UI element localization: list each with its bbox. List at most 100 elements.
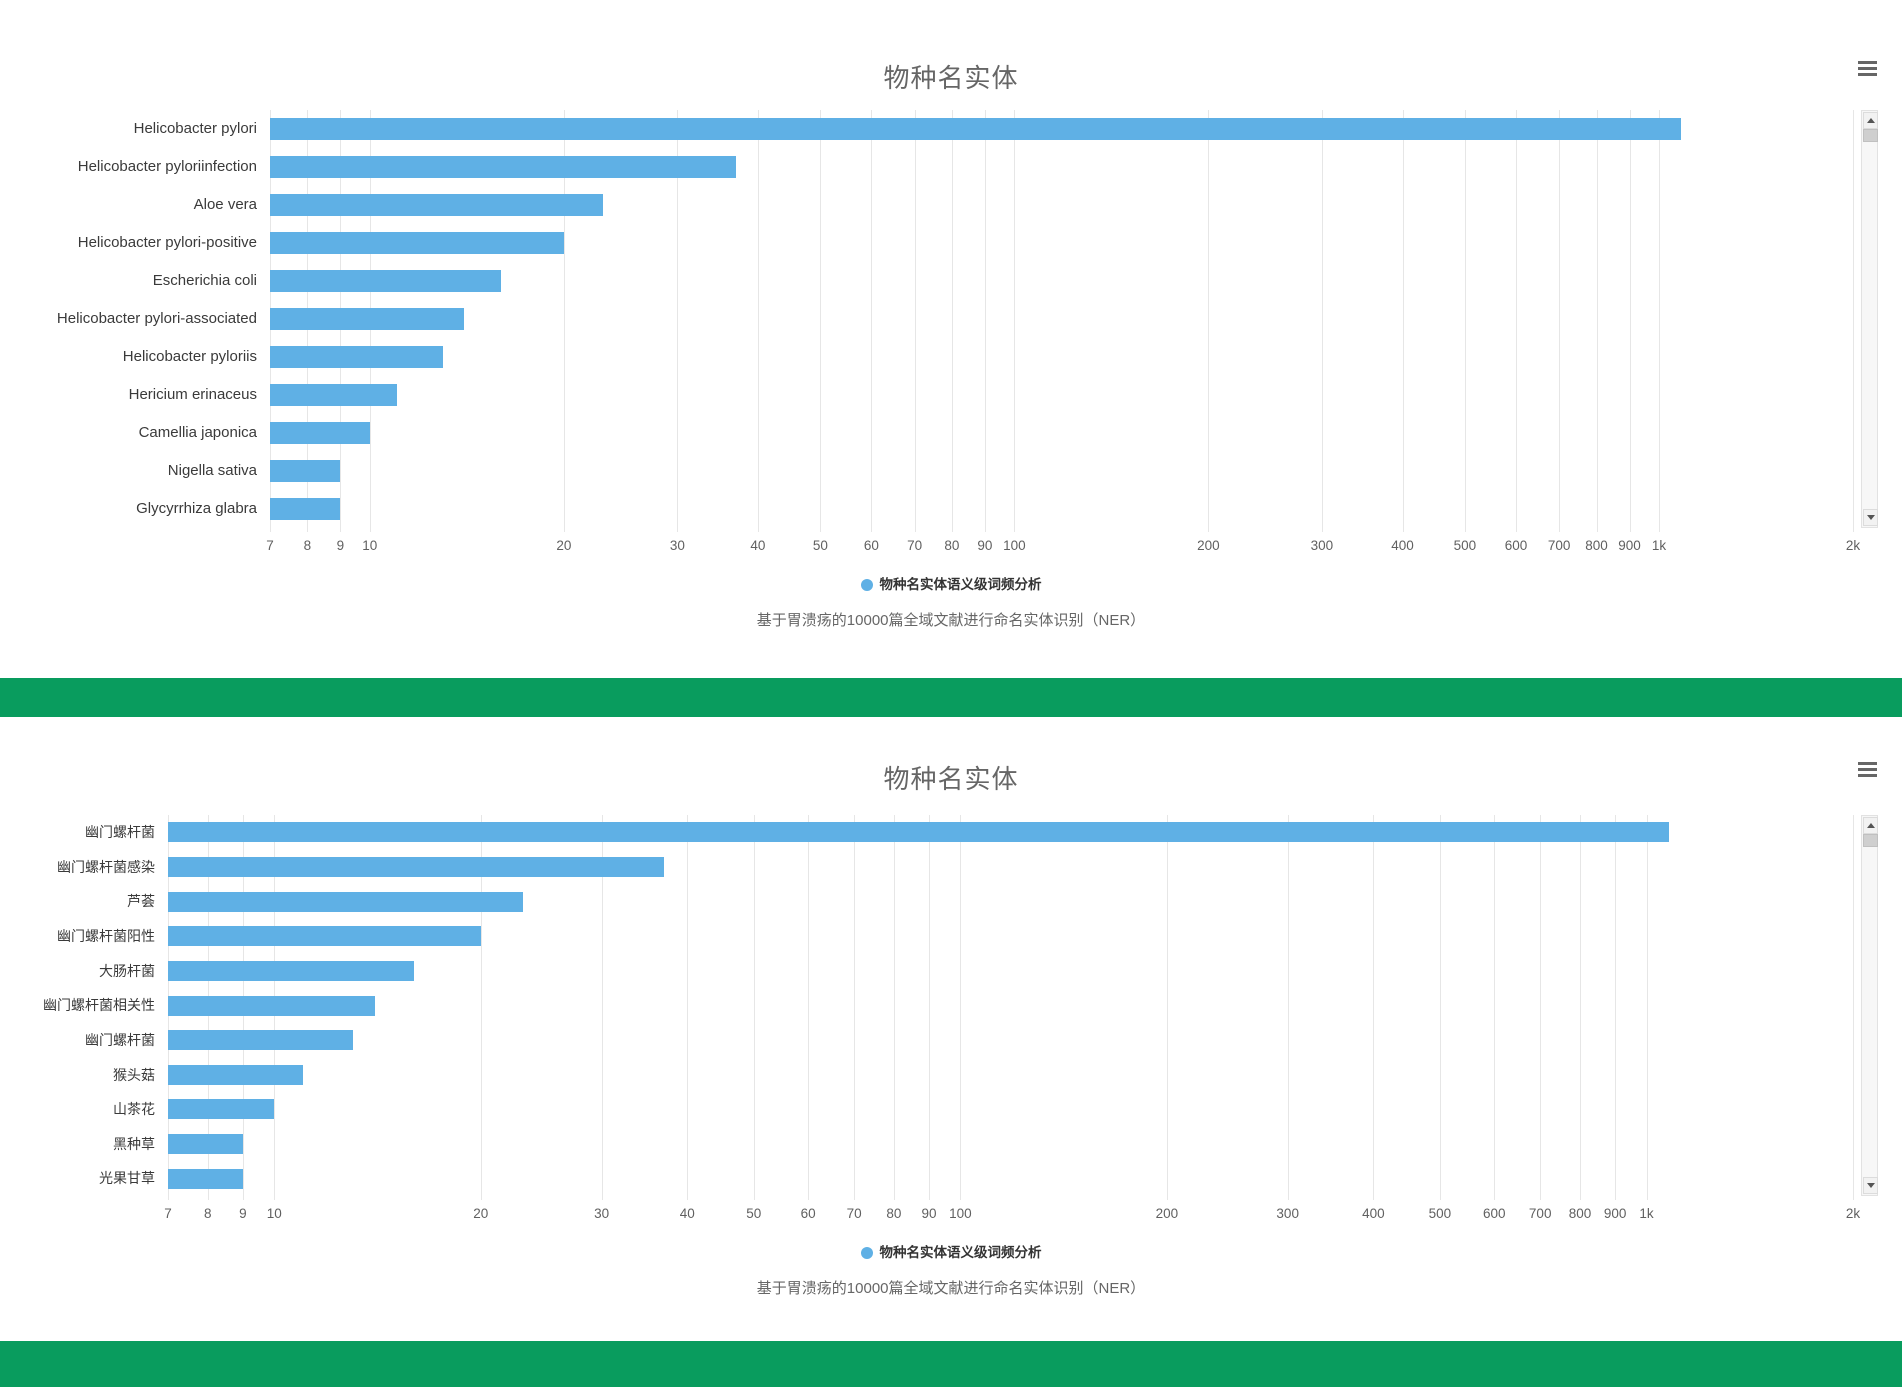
hamburger-menu-icon[interactable] — [1858, 762, 1877, 777]
legend-marker-icon — [860, 579, 873, 591]
arrow-down-icon — [1866, 515, 1875, 520]
x-axis-tick-label: 9 — [336, 538, 345, 553]
species-entity-chart-english: 物种名实体 物种名实体语义级词频分析 基于胃溃疡的10000篇全域文献进行命名实… — [0, 0, 1902, 678]
x-axis-tick-label: 900 — [1618, 538, 1641, 553]
x-axis-tick-label: 20 — [473, 1206, 489, 1221]
scrollbar-thumb[interactable] — [1863, 129, 1878, 142]
x-gridline — [820, 110, 822, 532]
x-gridline — [757, 110, 759, 532]
x-gridline — [1494, 815, 1496, 1200]
x-axis-tick-label: 60 — [800, 1206, 816, 1221]
x-axis-tick-label: 400 — [1362, 1206, 1385, 1221]
category-label: 光果甘草 — [99, 1170, 155, 1187]
vertical-scrollbar[interactable] — [1861, 110, 1878, 528]
category-label: Camellia japonica — [138, 424, 257, 441]
x-gridline — [893, 815, 895, 1200]
x-gridline — [951, 110, 953, 532]
bar-9 — [168, 1099, 275, 1120]
vertical-scrollbar[interactable] — [1861, 815, 1878, 1196]
category-label: 山茶花 — [113, 1101, 155, 1118]
bar-11 — [168, 1168, 243, 1189]
x-axis-tick-label: 40 — [679, 1206, 695, 1221]
x-gridline — [1321, 110, 1323, 532]
scrollbar-thumb[interactable] — [1863, 834, 1878, 847]
bar-6 — [168, 995, 375, 1016]
x-axis-tick-label: 700 — [1547, 538, 1571, 553]
legend-marker-icon — [860, 1247, 873, 1259]
hamburger-menu-icon[interactable] — [1858, 61, 1877, 76]
bar-2 — [168, 857, 665, 877]
category-label: Helicobacter pylori — [133, 120, 257, 137]
green-divider-band — [0, 1341, 1902, 1387]
x-axis-tick-label: 500 — [1453, 538, 1477, 553]
x-axis-tick-label: 500 — [1428, 1206, 1452, 1221]
x-axis-tick-label: 70 — [846, 1206, 862, 1221]
bar-3 — [270, 194, 603, 216]
x-axis-tick-label: 50 — [746, 1206, 762, 1221]
x-axis-tick-label: 800 — [1585, 538, 1608, 553]
chart-subtitle: 基于胃溃疡的10000篇全域文献进行命名实体识别（NER） — [756, 612, 1146, 629]
x-axis-tick-label: 1k — [1639, 1206, 1654, 1221]
category-label: Aloe vera — [193, 196, 257, 213]
x-gridline — [1853, 110, 1854, 532]
x-gridline — [687, 815, 689, 1200]
x-axis-tick-label: 30 — [594, 1206, 610, 1221]
scroll-down-button[interactable] — [1863, 1177, 1878, 1194]
bar-6 — [270, 308, 464, 330]
legend-item[interactable]: 物种名实体语义级词频分析 — [860, 573, 1042, 594]
scroll-up-button[interactable] — [1863, 112, 1878, 129]
x-gridline — [929, 815, 930, 1200]
bar-4 — [270, 232, 564, 254]
category-label: 大肠杆菌 — [99, 962, 155, 979]
category-label: Nigella sativa — [167, 462, 257, 479]
category-label: Helicobacter pylori-positive — [77, 234, 257, 251]
x-axis-tick-label: 600 — [1504, 538, 1528, 553]
x-axis-tick-label: 90 — [921, 1206, 937, 1221]
scroll-down-button[interactable] — [1863, 509, 1878, 526]
x-axis-tick-label: 800 — [1568, 1206, 1592, 1221]
x-gridline — [1373, 815, 1375, 1200]
x-gridline — [808, 815, 810, 1200]
x-gridline — [1464, 110, 1466, 532]
arrow-up-icon — [1866, 118, 1875, 123]
category-label: 幽门螺杆菌 — [85, 824, 155, 840]
x-axis-tick-label: 70 — [907, 538, 923, 553]
category-label: Glycyrrhiza glabra — [136, 500, 257, 517]
bar-2 — [270, 156, 737, 178]
x-axis-tick-label: 700 — [1528, 1206, 1552, 1221]
hamburger-bar — [1858, 73, 1877, 76]
x-axis-tick-label: 50 — [812, 538, 828, 553]
bar-3 — [168, 891, 523, 912]
hamburger-bar — [1858, 774, 1877, 777]
category-label: Helicobacter pyloriinfection — [77, 158, 257, 175]
bar-1 — [270, 118, 1681, 140]
x-gridline — [1853, 815, 1854, 1200]
category-label: 黑种草 — [113, 1135, 155, 1152]
x-axis-tick-label: 30 — [669, 538, 685, 553]
x-gridline — [1166, 815, 1168, 1200]
species-entity-chart-chinese: 物种名实体 物种名实体语义级词频分析 基于胃溃疡的10000篇全域文献进行命名实… — [0, 717, 1902, 1341]
legend-item[interactable]: 物种名实体语义级词频分析 — [860, 1241, 1042, 1262]
category-label: Hericium erinaceus — [128, 386, 257, 403]
x-axis-tick-label: 80 — [886, 1206, 902, 1221]
arrow-up-icon — [1866, 823, 1875, 828]
x-axis-tick-label: 90 — [977, 538, 993, 553]
category-label: 猴头菇 — [113, 1066, 155, 1083]
x-gridline — [601, 815, 603, 1200]
category-label: 幽门螺杆菌 — [85, 1031, 155, 1048]
bar-8 — [270, 384, 397, 406]
x-gridline — [1559, 110, 1561, 532]
arrow-down-icon — [1866, 1183, 1875, 1188]
scroll-up-button[interactable] — [1863, 817, 1878, 834]
x-gridline — [1596, 110, 1598, 532]
hamburger-bar — [1858, 67, 1877, 70]
hamburger-bar — [1858, 61, 1877, 64]
x-gridline — [1208, 110, 1210, 532]
chart-subtitle: 基于胃溃疡的10000篇全域文献进行命名实体识别（NER） — [756, 1280, 1146, 1297]
legend: 物种名实体语义级词频分析 — [0, 573, 1902, 594]
green-divider-band — [0, 678, 1902, 717]
x-axis-tick-label: 100 — [1003, 538, 1026, 553]
bar-11 — [270, 498, 341, 520]
x-gridline — [1516, 110, 1517, 532]
